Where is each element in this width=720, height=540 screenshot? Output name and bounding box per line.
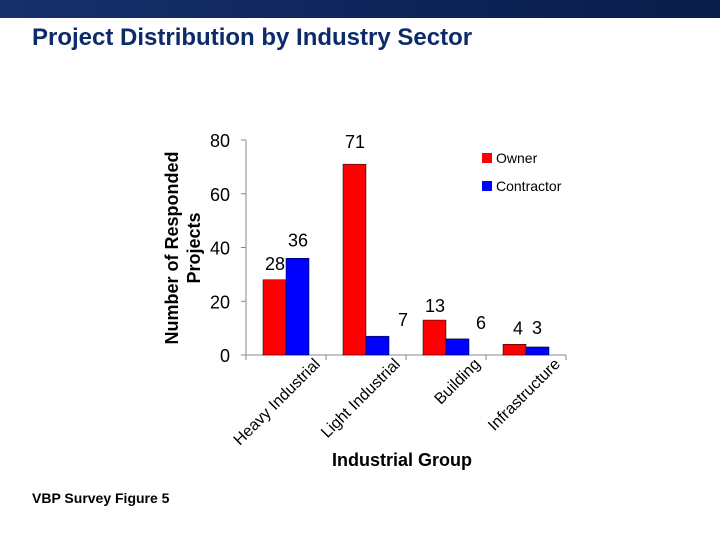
bar-owner — [502, 344, 527, 356]
data-label-contractor: 6 — [476, 313, 486, 333]
y-axis-title-line-1: Number of Responded — [162, 151, 182, 344]
y-tick-label: 0 — [220, 346, 230, 366]
x-tick-label: Infrastructure — [485, 356, 564, 435]
y-tick-label: 80 — [210, 131, 230, 151]
figure-caption: VBP Survey Figure 5 — [32, 490, 170, 506]
bar-contractor — [285, 258, 310, 356]
legend-label-contractor: Contractor — [496, 178, 562, 194]
y-axis-title-line-2: Projects — [184, 212, 204, 283]
bar-contractor — [525, 346, 550, 356]
data-label-owner: 13 — [425, 296, 445, 316]
bar-contractor — [445, 338, 470, 356]
data-label-owner: 28 — [265, 254, 285, 274]
y-tick-label: 60 — [210, 185, 230, 205]
y-tick-label: 20 — [210, 292, 230, 312]
x-tick-label: Heavy Industrial — [231, 356, 324, 449]
data-label-owner: 4 — [513, 318, 523, 338]
legend-swatch-contractor — [482, 181, 492, 191]
y-axis-title: Number of Responded Projects — [162, 151, 204, 344]
x-axis-title: Industrial Group — [332, 450, 472, 470]
data-label-contractor: 36 — [288, 230, 308, 250]
slide-title: Project Distribution by Industry Sector — [32, 24, 473, 51]
header-bar — [0, 0, 720, 18]
y-tick-label: 40 — [210, 239, 230, 259]
bar-owner — [422, 319, 447, 356]
bar-owner — [262, 279, 287, 356]
bar-owner — [342, 163, 367, 356]
data-label-contractor: 3 — [532, 318, 542, 338]
legend-swatch-owner — [482, 153, 492, 163]
x-tick-label: Light Industrial — [318, 356, 404, 442]
data-label-contractor: 7 — [398, 310, 408, 330]
data-label-owner: 71 — [345, 132, 365, 152]
legend-label-owner: Owner — [496, 150, 538, 166]
bar-contractor — [365, 335, 390, 356]
x-tick-label: Building — [432, 356, 484, 408]
